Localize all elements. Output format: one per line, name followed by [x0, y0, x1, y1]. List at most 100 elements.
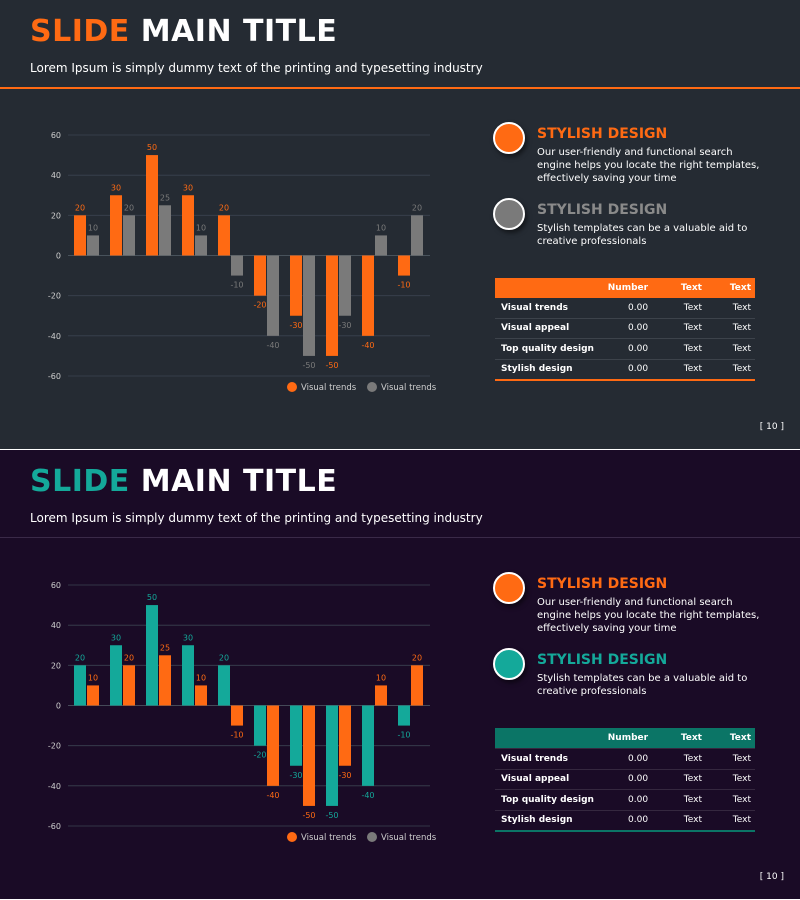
- bar: [362, 255, 374, 336]
- data-table: Number Text Text Visual trends 0.00 Text…: [495, 728, 755, 832]
- table-header-cell: Text: [729, 283, 751, 293]
- legend-label: Visual trends: [301, 833, 357, 843]
- title-accent: SLIDE: [30, 464, 130, 499]
- orange-circle-icon: [493, 572, 525, 604]
- table-cell: Text: [732, 364, 751, 375]
- table-header-cell: Number: [607, 733, 649, 743]
- legend-marker: [287, 382, 297, 392]
- data-label: 50: [147, 593, 157, 602]
- bar: [218, 215, 230, 256]
- bar: [398, 255, 410, 276]
- data-label: -30: [338, 321, 351, 330]
- y-tick-label: 40: [51, 171, 61, 180]
- bar: [146, 155, 158, 256]
- table-cell: 0.00: [628, 302, 649, 313]
- feature-heading: STYLISH DESIGN: [537, 652, 668, 668]
- table-row: Top quality design 0.00 Text Text: [495, 339, 755, 360]
- table-cell: 0.00: [628, 343, 649, 354]
- table-cell: Visual appeal: [501, 323, 570, 334]
- data-label: -10: [397, 281, 410, 290]
- title-rest: MAIN TITLE: [140, 14, 338, 49]
- bar: [326, 705, 338, 806]
- table-header-cell: Text: [680, 283, 702, 293]
- data-label: 20: [219, 203, 229, 212]
- y-tick-label: -20: [48, 292, 61, 301]
- y-tick-label: -20: [48, 742, 61, 751]
- feature-text: Our user-friendly and functional search …: [537, 597, 760, 634]
- table-cell: Text: [683, 302, 702, 313]
- data-table: Number Text Text Visual trends 0.00 Text…: [495, 278, 755, 381]
- bar: [195, 685, 207, 706]
- data-label: -10: [397, 731, 410, 740]
- gray-circle-icon: [493, 198, 525, 230]
- table-row: Visual trends 0.00 Text Text: [495, 749, 755, 770]
- table-header-cell: Text: [680, 733, 702, 743]
- feature-text: Our user-friendly and functional search …: [537, 147, 760, 184]
- table-cell: Text: [732, 753, 751, 764]
- y-tick-label: 60: [51, 131, 61, 140]
- data-label: -10: [230, 281, 243, 290]
- bar: [339, 705, 351, 766]
- page-number: [ 10 ]: [759, 422, 784, 432]
- table-footer-line: [495, 830, 755, 832]
- feature-heading: STYLISH DESIGN: [537, 126, 668, 142]
- bar: [375, 685, 387, 706]
- data-label: -50: [325, 361, 338, 370]
- table-cell: Text: [683, 794, 702, 805]
- bar: [303, 705, 315, 806]
- slide-1: SLIDE MAIN TITLE Lorem Ipsum is simply d…: [0, 0, 800, 449]
- bar: [231, 705, 243, 726]
- feature-text: Stylish templates can be a valuable aid …: [537, 673, 748, 697]
- table-cell: Text: [732, 794, 751, 805]
- bar: [123, 215, 135, 256]
- data-label: 10: [88, 673, 98, 682]
- data-label: 25: [160, 643, 170, 652]
- table-cell: Visual appeal: [501, 774, 570, 785]
- bar: [290, 705, 302, 766]
- data-label: -30: [289, 321, 302, 330]
- bar: [398, 705, 410, 726]
- data-label: 10: [376, 673, 386, 682]
- table-cell: Top quality design: [501, 794, 594, 805]
- data-label: 30: [183, 633, 193, 642]
- bar: [87, 685, 99, 706]
- table-footer-line: [495, 379, 755, 381]
- bar: [339, 255, 351, 316]
- table-row: Stylish design 0.00 Text Text: [495, 360, 755, 380]
- y-tick-label: -60: [48, 822, 61, 831]
- table-header: Number Text Text: [495, 278, 755, 298]
- bar: [182, 195, 194, 256]
- bar: [411, 665, 423, 706]
- table-cell: Text: [683, 364, 702, 375]
- table-row: Stylish design 0.00 Text Text: [495, 811, 755, 831]
- data-label: 30: [111, 633, 121, 642]
- table-header-cell: Text: [729, 733, 751, 743]
- bar: [231, 255, 243, 276]
- orange-circle-icon: [493, 122, 525, 154]
- data-label: -30: [289, 771, 302, 780]
- slide-title: SLIDE MAIN TITLE: [30, 464, 337, 499]
- bar: [303, 255, 315, 356]
- bar: [267, 255, 279, 336]
- table-cell: Text: [732, 774, 751, 785]
- bar: [159, 655, 171, 706]
- table-cell: Visual trends: [501, 302, 568, 313]
- table-cell: Top quality design: [501, 343, 594, 354]
- data-label: -40: [361, 791, 374, 800]
- y-tick-label: 60: [51, 581, 61, 590]
- feature-heading: STYLISH DESIGN: [537, 576, 668, 592]
- data-label: 30: [111, 183, 121, 192]
- data-label: -20: [253, 301, 266, 310]
- table-header: Number Text Text: [495, 728, 755, 749]
- slide-subtitle: Lorem Ipsum is simply dummy text of the …: [30, 61, 483, 75]
- title-divider: [0, 87, 800, 89]
- bar: [411, 215, 423, 256]
- bar: [110, 195, 122, 256]
- data-label: 20: [124, 203, 134, 212]
- bar: [254, 705, 266, 746]
- data-label: -50: [302, 361, 315, 370]
- data-label: -40: [361, 341, 374, 350]
- data-label: -30: [338, 771, 351, 780]
- y-tick-label: -40: [48, 332, 61, 341]
- data-label: 20: [124, 653, 134, 662]
